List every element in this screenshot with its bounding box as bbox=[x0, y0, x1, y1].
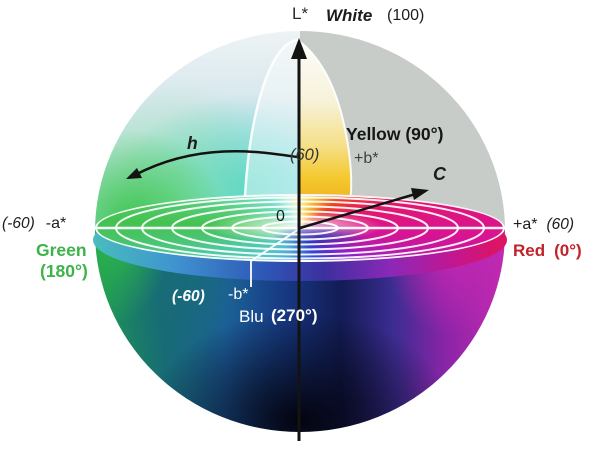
minus-b-edge-line bbox=[250, 228, 300, 287]
chroma-label: C bbox=[433, 164, 446, 184]
hue-arrowhead-icon bbox=[126, 168, 142, 179]
cut-face-left-petal bbox=[244, 39, 299, 229]
blue-hue-label: (270°) bbox=[271, 306, 318, 325]
chroma-arrow bbox=[299, 191, 420, 230]
minus-a-axis-labels: (-60) -a* bbox=[2, 215, 67, 233]
plus-a-axis-labels: +a* (60) bbox=[513, 216, 575, 234]
green-label: Green bbox=[36, 240, 87, 260]
chroma-arrowhead-icon bbox=[411, 188, 429, 200]
white-value-label: (100) bbox=[387, 7, 425, 24]
white-label: White bbox=[326, 6, 373, 25]
hue-arrow bbox=[134, 150, 298, 177]
l-axis-arrowhead-icon bbox=[291, 38, 307, 59]
minus-b-label: -b* bbox=[228, 286, 249, 303]
red-label: Red bbox=[513, 241, 546, 260]
red-hue-label: (0°) bbox=[554, 241, 582, 260]
plus-b-label: +b* bbox=[354, 150, 379, 167]
green-hue-label: (180°) bbox=[40, 261, 88, 281]
plus-a-label: +a* bbox=[513, 216, 538, 233]
red-labels: Red (0°) bbox=[513, 242, 582, 260]
origin-label: 0 bbox=[276, 208, 285, 225]
meridian-arc bbox=[242, 38, 300, 230]
minus-a-value-label: (-60) bbox=[2, 215, 35, 232]
lightness-60-tick-label: (60) bbox=[290, 146, 320, 164]
plus-a-value-label: (60) bbox=[546, 216, 575, 233]
lightness-axis-label: L* bbox=[292, 4, 309, 23]
minus-a-label: -a* bbox=[45, 215, 67, 232]
hue-angle-label: h bbox=[187, 133, 198, 153]
yellow-label: Yellow (90°) bbox=[346, 124, 444, 144]
minus-b-value-label: (-60) bbox=[172, 288, 205, 305]
blue-label: Blu bbox=[239, 307, 264, 326]
